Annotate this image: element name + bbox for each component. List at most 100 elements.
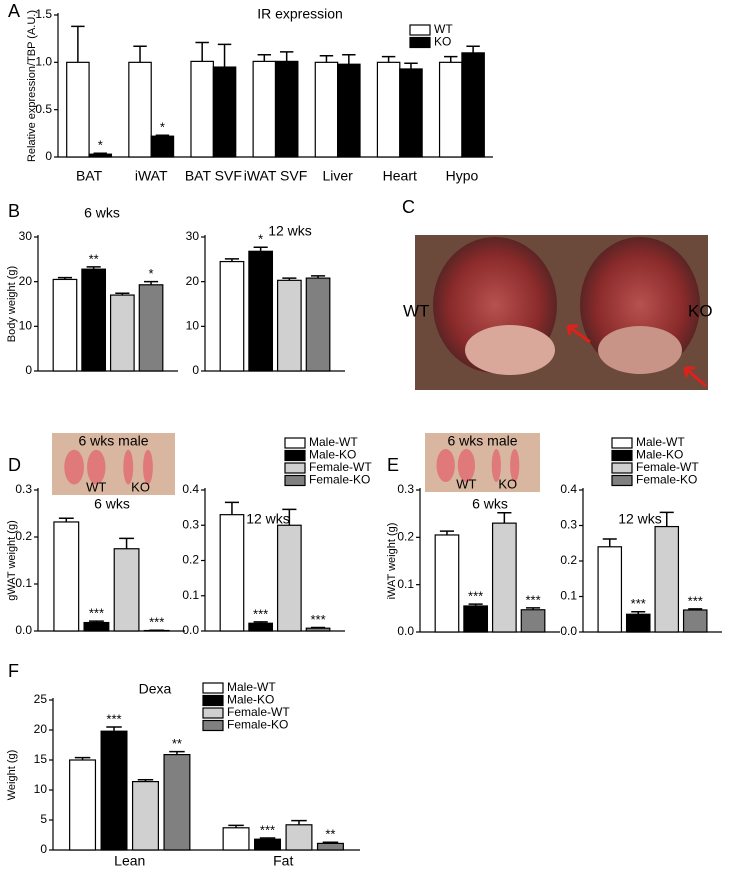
x-tick-label: BAT bbox=[76, 168, 103, 184]
y-tick-label: 0.2 bbox=[560, 553, 577, 567]
y-tick-label: 0.3 bbox=[397, 482, 414, 496]
bar bbox=[190, 60, 214, 158]
legend-label: Female-WT bbox=[227, 705, 290, 719]
significance-label: *** bbox=[525, 592, 540, 607]
significance-label: * bbox=[160, 120, 165, 135]
bar bbox=[276, 524, 302, 632]
error-bar bbox=[115, 292, 130, 296]
bar bbox=[83, 621, 110, 632]
y-tick-label: 0.0 bbox=[560, 624, 577, 638]
x-tick-label: iWAT SVF bbox=[244, 168, 308, 184]
arrow bbox=[683, 366, 707, 388]
y-tick-label: 1.5 bbox=[35, 7, 52, 21]
y-tick-label: 0.2 bbox=[182, 553, 199, 567]
y-axis-label: iWAT weight (g) bbox=[386, 523, 398, 600]
legend-swatch bbox=[409, 24, 431, 36]
bar bbox=[66, 61, 90, 158]
y-tick-label: 30 bbox=[186, 229, 200, 243]
panel-label: E bbox=[387, 455, 399, 475]
bar bbox=[100, 730, 128, 851]
error-bar bbox=[631, 611, 646, 615]
y-tick-label: 0 bbox=[40, 842, 47, 856]
chart-title: 12 wks bbox=[268, 223, 312, 239]
y-tick-label: 0.4 bbox=[182, 482, 199, 496]
error-bar bbox=[381, 55, 396, 63]
inset-tissue bbox=[436, 448, 455, 482]
inset-caption: 6 wks male bbox=[447, 433, 517, 449]
y-tick-label: 0.2 bbox=[15, 529, 32, 543]
y-tick-label: 0.1 bbox=[15, 576, 32, 590]
photo-tissue bbox=[465, 325, 555, 375]
bar bbox=[276, 279, 302, 372]
y-tick-label: 0 bbox=[25, 363, 32, 377]
error-bar bbox=[282, 508, 297, 526]
bar bbox=[597, 546, 623, 633]
photo-tissue bbox=[598, 326, 682, 374]
error-bar bbox=[659, 511, 674, 527]
error-bar bbox=[169, 750, 185, 755]
significance-label: * bbox=[258, 232, 263, 247]
arrow bbox=[566, 324, 591, 344]
legend-label: Female-KO bbox=[227, 718, 288, 732]
x-tick-label: Lean bbox=[114, 853, 145, 869]
significance-label: *** bbox=[310, 612, 325, 627]
y-tick-label: 0.1 bbox=[397, 577, 414, 591]
bar bbox=[222, 827, 250, 851]
legend-swatch bbox=[202, 694, 224, 707]
bar bbox=[314, 61, 339, 158]
y-tick-label: 20 bbox=[34, 722, 48, 736]
legend-swatch bbox=[409, 36, 431, 49]
bar bbox=[252, 60, 277, 158]
bar bbox=[53, 521, 80, 632]
legend-label: Male-KO bbox=[227, 693, 274, 707]
y-tick-label: 0.0 bbox=[397, 624, 414, 638]
error-bar bbox=[444, 55, 458, 63]
bar bbox=[654, 525, 680, 633]
panel-label: A bbox=[8, 1, 20, 21]
error-bar bbox=[439, 530, 455, 535]
error-bar bbox=[119, 537, 134, 549]
bar bbox=[88, 153, 113, 158]
y-tick-label: 0.3 bbox=[182, 517, 199, 531]
legend-swatch bbox=[611, 462, 633, 474]
bar bbox=[219, 260, 245, 372]
photo-label: WT bbox=[403, 301, 429, 320]
significance-label: ** bbox=[172, 736, 182, 751]
bar bbox=[248, 250, 274, 372]
error-bar bbox=[74, 756, 91, 760]
error-bar bbox=[253, 621, 268, 624]
legend-swatch bbox=[202, 682, 224, 694]
chart-title: 12 wks bbox=[618, 511, 662, 527]
chart-title: Dexa bbox=[139, 681, 172, 697]
error-bar bbox=[57, 276, 73, 280]
y-tick-label: 0.3 bbox=[15, 482, 32, 496]
photo-label: KO bbox=[688, 301, 713, 320]
x-tick-label: Liver bbox=[322, 168, 353, 184]
legend-label: Male-KO bbox=[309, 448, 356, 462]
significance-label: ** bbox=[325, 827, 335, 842]
y-axis-label: Relative expression/TBP (A.U.) bbox=[26, 10, 38, 162]
bar bbox=[461, 52, 485, 158]
error-bar bbox=[497, 511, 512, 524]
error-bar bbox=[86, 266, 101, 270]
error-bar bbox=[259, 837, 276, 840]
y-tick-label: 10 bbox=[19, 319, 33, 333]
bar bbox=[682, 609, 708, 633]
error-bar bbox=[282, 277, 297, 281]
error-bar bbox=[525, 607, 541, 610]
inset-tissue bbox=[510, 448, 520, 482]
y-tick-label: 20 bbox=[186, 274, 200, 288]
error-bar bbox=[71, 25, 85, 63]
legend-label: Male-WT bbox=[227, 680, 276, 694]
error-bar bbox=[224, 258, 240, 262]
inset-label: WT bbox=[86, 479, 106, 494]
y-tick-label: 5 bbox=[40, 812, 47, 826]
inset-label: KO bbox=[498, 476, 517, 491]
bar bbox=[376, 61, 401, 158]
bar bbox=[305, 627, 331, 632]
error-bar bbox=[404, 62, 418, 69]
legend-label: Male-WT bbox=[309, 435, 358, 449]
error-bar bbox=[342, 54, 356, 65]
x-tick-label: iWAT bbox=[135, 168, 168, 184]
